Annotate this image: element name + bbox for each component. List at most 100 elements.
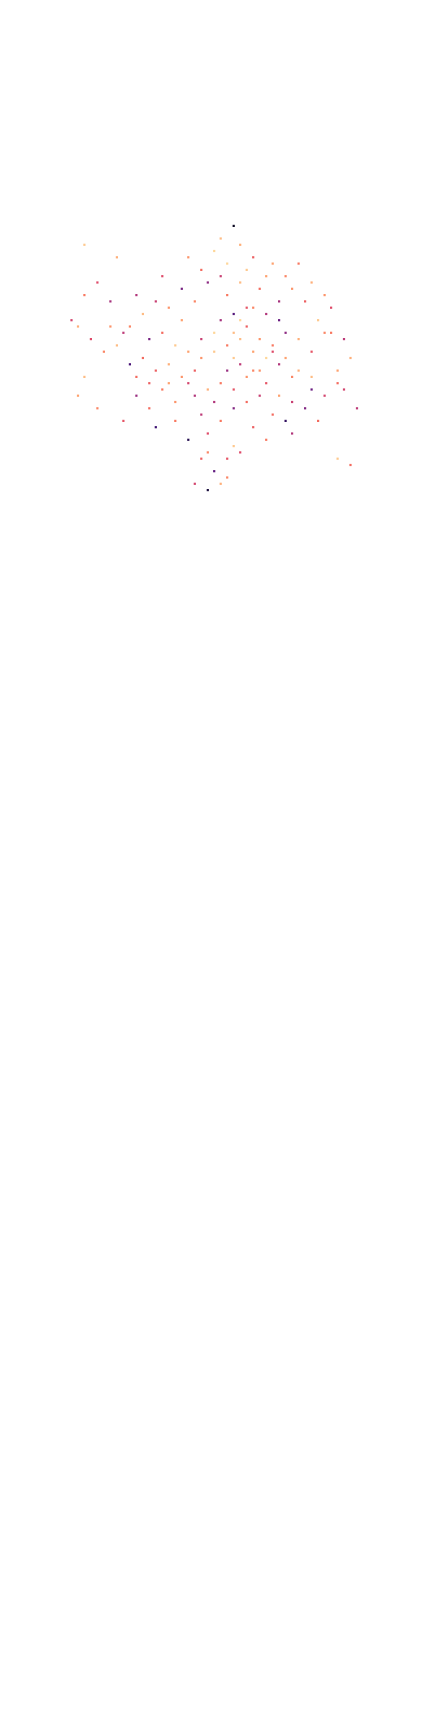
data-point [232, 407, 235, 410]
data-point [219, 382, 222, 385]
data-point [206, 489, 209, 492]
data-point [349, 356, 352, 360]
data-point [128, 325, 131, 328]
data-point [122, 331, 125, 334]
data-point [122, 419, 125, 422]
data-point [148, 338, 151, 341]
data-point [109, 325, 112, 328]
data-point [323, 294, 326, 297]
data-point [219, 237, 222, 240]
data-point [187, 438, 190, 441]
data-point [193, 482, 196, 485]
data-point [154, 300, 157, 303]
data-point [154, 369, 157, 372]
data-point [83, 375, 86, 378]
data-point [245, 268, 248, 271]
data-point [245, 400, 248, 404]
data-point [76, 325, 80, 328]
data-point [349, 463, 352, 467]
data-point [226, 294, 229, 297]
data-point [310, 281, 313, 284]
data-point [265, 356, 268, 360]
data-point [115, 344, 118, 347]
data-point [154, 426, 157, 429]
data-point [206, 451, 209, 454]
data-point [342, 338, 346, 341]
data-point [135, 375, 138, 378]
data-point [317, 419, 320, 422]
data-point [148, 407, 151, 410]
data-point [265, 275, 268, 278]
data-point [206, 432, 209, 435]
data-point [310, 350, 313, 353]
data-point [200, 413, 203, 416]
data-point [148, 382, 151, 385]
data-point [200, 356, 203, 360]
data-point [278, 363, 281, 366]
data-point [239, 281, 242, 284]
data-point [297, 262, 300, 265]
data-point [310, 375, 313, 378]
data-point [265, 438, 268, 441]
data-point [109, 300, 112, 303]
data-point [252, 256, 255, 259]
data-point [206, 281, 209, 284]
data-point [213, 249, 216, 253]
data-point [89, 338, 92, 341]
data-point [278, 394, 281, 397]
data-point [278, 319, 281, 322]
scatter-points [70, 224, 359, 492]
data-point [291, 400, 294, 404]
data-point [167, 306, 170, 309]
data-point [258, 287, 261, 290]
data-point [284, 419, 287, 422]
data-point [232, 312, 235, 316]
data-point [258, 338, 261, 341]
data-point [232, 356, 235, 360]
data-point [226, 476, 229, 479]
data-point [174, 400, 177, 404]
data-point [161, 275, 164, 278]
data-point [310, 388, 313, 391]
data-point [278, 300, 281, 303]
data-point [83, 243, 86, 246]
data-point [76, 394, 80, 397]
data-point [239, 451, 242, 454]
data-point [180, 375, 183, 378]
data-point [252, 426, 255, 429]
data-point [200, 268, 203, 271]
data-point [284, 331, 287, 334]
data-point [342, 388, 346, 391]
data-point [161, 388, 164, 391]
data-point [128, 363, 131, 366]
data-point [336, 382, 339, 385]
data-point [213, 400, 216, 404]
data-point [96, 281, 99, 284]
data-point [284, 356, 287, 360]
data-point [187, 350, 190, 353]
data-point [271, 262, 274, 265]
data-point [102, 350, 105, 353]
data-point [226, 457, 229, 460]
data-point [271, 344, 274, 347]
data-point [291, 287, 294, 290]
data-point [239, 363, 242, 366]
data-point [232, 445, 235, 448]
data-point [213, 350, 216, 353]
data-point [330, 306, 333, 309]
data-point [174, 419, 177, 422]
data-point [245, 375, 248, 378]
data-point [70, 319, 73, 322]
data-point [330, 331, 333, 334]
data-point [355, 407, 359, 410]
data-point [252, 369, 255, 372]
data-point [336, 457, 339, 460]
data-point [252, 350, 255, 353]
data-point [219, 419, 222, 422]
data-point [161, 331, 164, 334]
data-point [193, 300, 196, 303]
data-point [304, 300, 307, 303]
data-point [174, 344, 177, 347]
data-point [135, 394, 138, 397]
